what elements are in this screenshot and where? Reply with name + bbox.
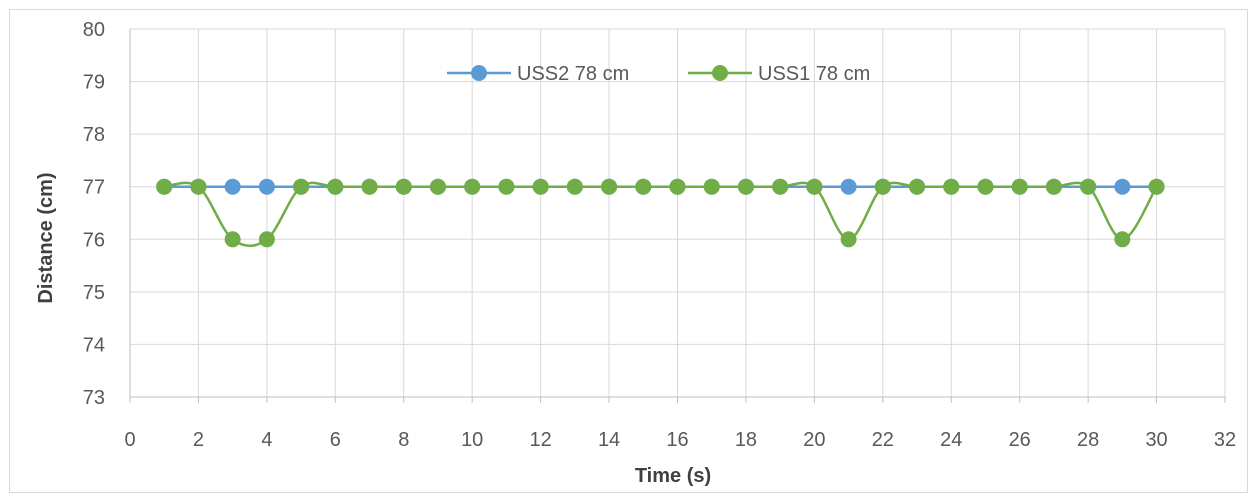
data-point-series-1 [703,178,720,195]
x-tick-label: 10 [461,429,483,451]
data-point-series-1 [1011,178,1028,195]
x-tick-label: 4 [261,429,272,451]
data-point-series-1 [1148,178,1165,195]
y-tick-label: 76 [83,229,105,251]
x-tick-label: 24 [940,429,962,451]
data-point-series-1 [293,178,310,195]
x-tick-label: 8 [398,429,409,451]
data-point-series-1 [532,178,549,195]
y-tick-label: 80 [83,19,105,41]
legend-label-uss1: USS1 78 cm [758,63,870,85]
y-axis-title: Distance (cm) [35,172,57,303]
data-point-series-1 [1114,231,1131,248]
legend: USS2 78 cm USS1 78 cm [447,63,870,85]
data-point-series-1 [1080,178,1097,195]
y-tick-label: 79 [83,72,105,94]
x-tick-label: 0 [124,429,135,451]
data-point-series-1 [156,178,173,195]
legend-marker-uss2 [471,65,487,81]
x-axis-title: Time (s) [635,465,711,487]
legend-marker-uss1 [712,65,728,81]
x-tick-label: 26 [1009,429,1031,451]
data-point-series-1 [498,178,515,195]
x-tick-label: 14 [598,429,620,451]
data-point-series-1 [566,178,583,195]
data-point-series-1 [840,231,857,248]
x-tick-label: 16 [666,429,688,451]
data-point-series-1 [806,178,823,195]
series-line-1 [164,181,1158,248]
chart-frame [9,9,1248,493]
y-tick-label: 75 [83,282,105,304]
y-tick-label: 77 [83,177,105,199]
data-point-series-1 [874,178,891,195]
legend-item-uss1: USS1 78 cm [688,63,870,85]
x-tick-label: 30 [1145,429,1167,451]
data-point-series-1 [395,178,412,195]
data-point-series-1 [464,178,481,195]
data-point-series-1 [601,178,618,195]
x-tick-label: 2 [193,429,204,451]
x-tick-label: 22 [872,429,894,451]
legend-label-uss2: USS2 78 cm [517,63,629,85]
data-point-series-1 [1045,178,1062,195]
x-tick-label: 6 [330,429,341,451]
data-point-series-1 [190,178,207,195]
legend-item-uss2: USS2 78 cm [447,63,629,85]
x-tick-label: 12 [530,429,552,451]
data-point-series-1 [635,178,652,195]
series-lines [164,181,1158,248]
data-point-series-0 [1114,178,1131,195]
data-point-series-0 [258,178,275,195]
data-point-series-1 [258,231,275,248]
data-point-series-1 [429,178,446,195]
gridlines [130,28,1226,397]
x-tick-label: 32 [1214,429,1236,451]
data-point-series-1 [737,178,754,195]
data-point-series-1 [909,178,926,195]
data-point-series-1 [224,231,241,248]
data-point-series-1 [977,178,994,195]
data-points [156,178,1165,248]
x-tick-label: 20 [803,429,825,451]
axes [129,29,1226,403]
data-point-series-0 [840,178,857,195]
y-tick-label: 78 [83,124,105,146]
y-tick-label: 74 [83,334,105,356]
x-tick-label: 28 [1077,429,1099,451]
data-point-series-1 [669,178,686,195]
data-point-series-1 [327,178,344,195]
data-point-series-1 [772,178,789,195]
data-point-series-1 [361,178,378,195]
data-point-series-1 [943,178,960,195]
y-tick-label: 73 [83,387,105,409]
x-tick-label: 18 [735,429,757,451]
data-point-series-0 [224,178,241,195]
